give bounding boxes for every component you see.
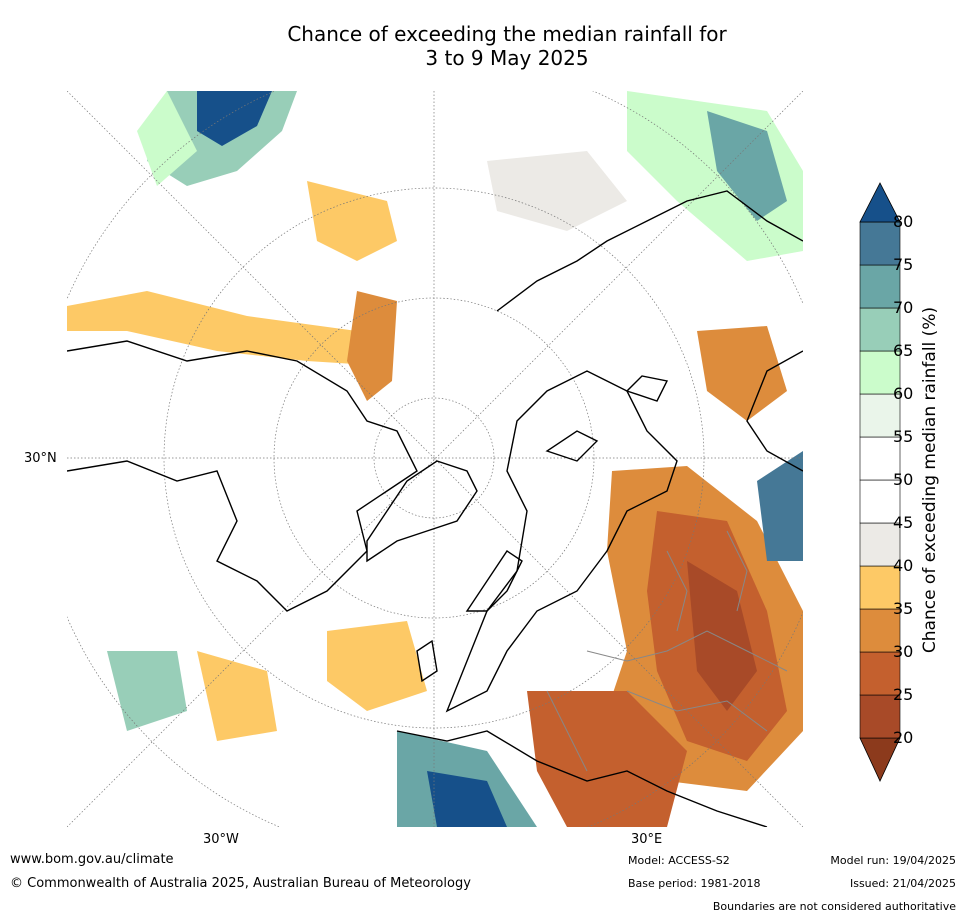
map-canvas <box>67 91 803 827</box>
colorbar-tick-65: 65 <box>893 341 914 360</box>
colorbar <box>859 182 901 782</box>
probability-patches <box>67 91 803 827</box>
website-link[interactable]: www.bom.gov.au/climate <box>10 852 174 867</box>
colorbar-tick-20: 20 <box>893 728 914 747</box>
model-run-date: Model run: 19/04/2025 <box>830 854 956 867</box>
copyright-notice: © Commonwealth of Australia 2025, Austra… <box>10 876 471 891</box>
colorbar-label-text: Chance of exceeding median rainfall (%) <box>920 306 940 654</box>
colorbar-tick-80: 80 <box>893 212 914 231</box>
colorbar-bin-50-55 <box>859 436 901 481</box>
colorbar-bin-55-60 <box>859 393 901 438</box>
colorbar-tick-45: 45 <box>893 513 914 532</box>
national-boundaries <box>546 530 788 772</box>
colorbar-tick-60: 60 <box>893 384 914 403</box>
lon-label-30e: 30°E <box>631 832 663 847</box>
colorbar-bin-25-30 <box>859 651 901 696</box>
patch-orange-atlantic <box>327 621 427 711</box>
colorbar-bin-45-50 <box>859 479 901 524</box>
patch-core-dry <box>687 561 757 711</box>
patch-brown-middle-east <box>527 691 687 827</box>
colorbar-tick-75: 75 <box>893 255 914 274</box>
patch-blue-north-pacific-core <box>197 91 272 146</box>
chart-title-line-2: 3 to 9 May 2025 <box>425 46 589 70</box>
colorbar-bin-35-40 <box>859 565 901 610</box>
patch-orange-pacific-band <box>67 291 387 366</box>
colorbar-bin-40-45 <box>859 522 901 567</box>
colorbar-tick-50: 50 <box>893 470 914 489</box>
base-period: Base period: 1981-2018 <box>628 877 761 890</box>
lat-label-30n: 30°N <box>24 451 57 466</box>
patch-orange-east-siberia <box>697 326 787 421</box>
colorbar-tick-25: 25 <box>893 685 914 704</box>
patch-green-north-pacific <box>137 91 197 186</box>
rainfall-probability-map <box>67 91 803 827</box>
colorbar-bin-75-80 <box>859 221 901 266</box>
patch-blue-north-africa-core <box>427 771 507 827</box>
patch-orange-canada <box>347 291 397 401</box>
patch-green-atlantic <box>107 651 187 731</box>
chart-title-line-1: Chance of exceeding the median rainfall … <box>287 22 727 46</box>
colorbar-bin-60-65 <box>859 350 901 395</box>
coastlines <box>67 190 803 827</box>
colorbar-extend-high <box>859 182 901 223</box>
boundaries-disclaimer: Boundaries are not considered authoritat… <box>712 900 956 913</box>
colorbar-tick-35: 35 <box>893 599 914 618</box>
model-name: Model: ACCESS-S2 <box>628 854 730 867</box>
patch-orange-sw <box>197 651 277 741</box>
colorbar-bin-30-35 <box>859 608 901 653</box>
colorbar-bin-70-75 <box>859 264 901 309</box>
graticule <box>67 91 803 827</box>
colorbar-bin-20-25 <box>859 694 901 739</box>
patch-teal-north-east <box>707 111 787 221</box>
colorbar-tick-55: 55 <box>893 427 914 446</box>
colorbar-tick-40: 40 <box>893 556 914 575</box>
patch-grey-arctic <box>487 151 627 231</box>
colorbar-bin-65-70 <box>859 307 901 352</box>
patch-orange-siberia <box>307 181 397 261</box>
patch-blue-east-asia <box>757 451 803 561</box>
colorbar-tick-30: 30 <box>893 642 914 661</box>
issued-date: Issued: 21/04/2025 <box>849 877 956 890</box>
lon-label-30w: 30°W <box>203 832 239 847</box>
colorbar-tick-70: 70 <box>893 298 914 317</box>
